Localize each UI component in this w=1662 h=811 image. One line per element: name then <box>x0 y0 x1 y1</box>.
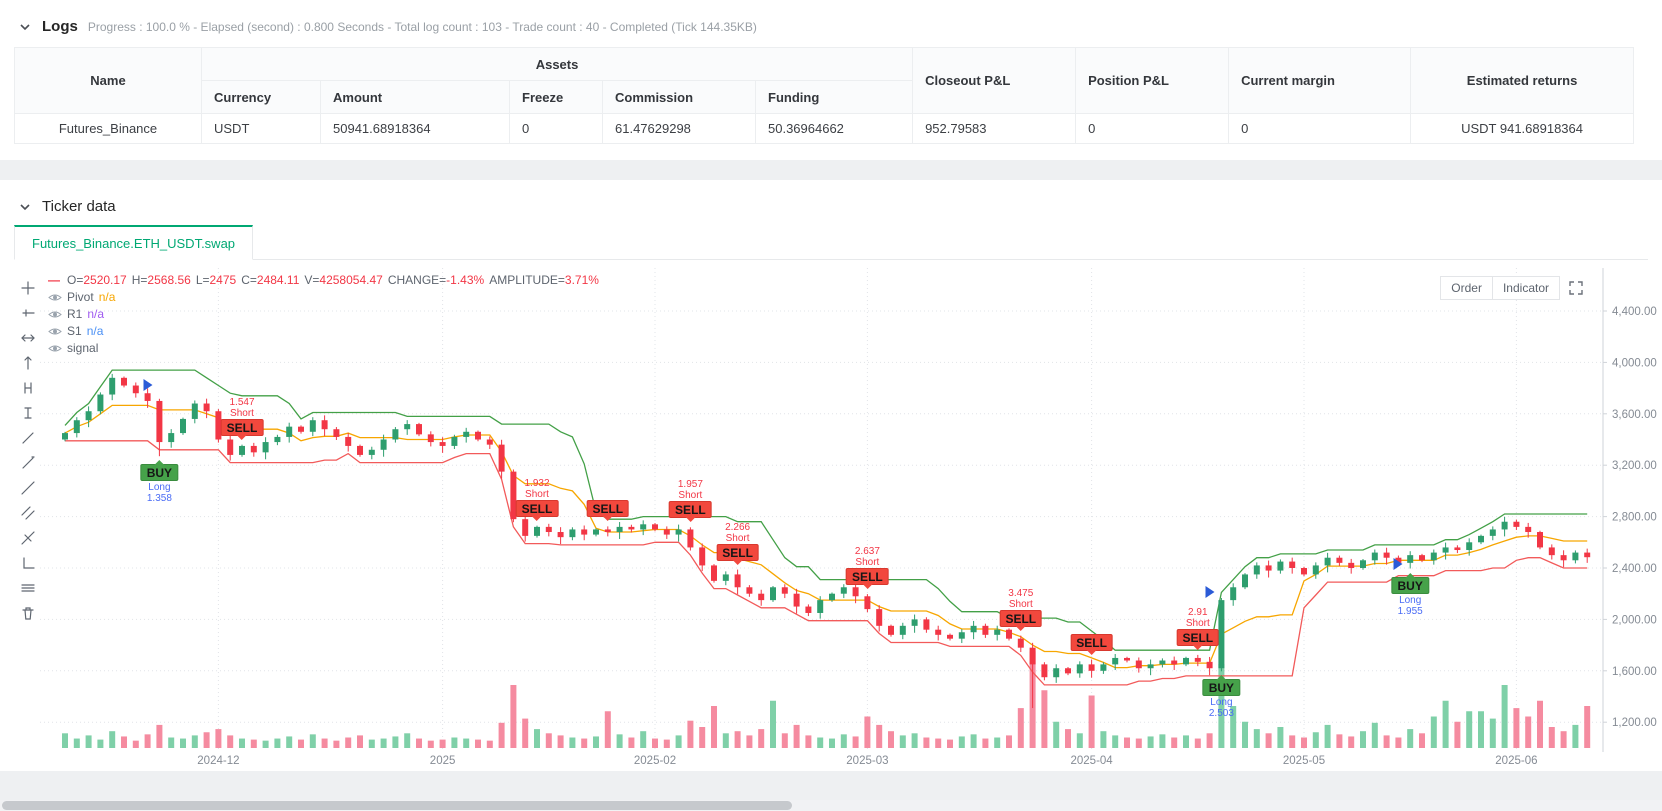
eye-icon[interactable] <box>48 326 62 337</box>
crosshair-icon[interactable] <box>20 280 36 296</box>
indicator-row-s1: S1 n/a <box>48 323 599 340</box>
signal-arrow-icon <box>143 379 153 392</box>
collapse-chevron-icon[interactable] <box>18 200 32 214</box>
series-dash-icon: — <box>48 273 60 287</box>
indicator-row-signal: signal <box>48 340 599 357</box>
eye-icon[interactable] <box>48 343 62 354</box>
delete-icon[interactable] <box>20 605 36 621</box>
interval-icon[interactable] <box>20 405 36 421</box>
cell-amount: 50941.68918364 <box>320 113 510 144</box>
date-axis-label: 2025-04 <box>1070 755 1113 767</box>
segment-icon[interactable] <box>20 430 36 446</box>
levels-icon[interactable] <box>20 580 36 596</box>
indicator-row-pivot: Pivot n/a <box>48 289 599 306</box>
cell-position: 0 <box>1075 113 1230 144</box>
col-name: Name <box>14 47 202 114</box>
date-axis-label: 2025-02 <box>634 755 676 767</box>
ohlc-row: — O=2520.17 H=2568.56 L=2475 C=2484.11 V… <box>48 273 599 287</box>
price-range-icon[interactable] <box>20 380 36 396</box>
logs-summary: Progress : 100.0 % - Elapsed (second) : … <box>87 20 757 34</box>
chart-canvas[interactable]: 4,400.00 4,000.00 3,600.00 3,200.00 2,800.00… <box>40 268 1660 768</box>
scrollbar-thumb[interactable] <box>2 801 792 810</box>
price-axis-label: 4,400.00 <box>1612 306 1657 318</box>
price-axis-label: 3,600.00 <box>1612 409 1657 421</box>
low-value: 2475 <box>209 273 237 287</box>
price-axis-label: 3,200.00 <box>1612 460 1657 472</box>
date-axis-label: 2024-12 <box>197 755 239 767</box>
price-axis-label: 1,600.00 <box>1612 666 1657 678</box>
date-axis-label: 2025-05 <box>1283 755 1325 767</box>
price-axis-label: 4,000.00 <box>1612 357 1657 369</box>
cell-freeze: 0 <box>509 113 603 144</box>
chart-buttons: Order Indicator <box>1440 276 1584 300</box>
date-axis-label: 2025-06 <box>1495 755 1537 767</box>
col-freeze: Freeze <box>509 80 603 114</box>
high-value: 2568.56 <box>147 273 191 287</box>
amplitude-value: 3.71% <box>564 273 599 287</box>
price-axis-label: 2,400.00 <box>1612 563 1657 575</box>
ticker-title: Ticker data <box>42 198 116 215</box>
indicator-button[interactable]: Indicator <box>1491 276 1560 300</box>
tab-futures-binance-eth-usdt[interactable]: Futures_Binance.ETH_USDT.swap <box>14 225 254 260</box>
close-value: 2484.11 <box>256 273 300 287</box>
logs-header: Logs Progress : 100.0 % - Elapsed (secon… <box>14 12 1648 47</box>
ticker-tab-strip: Futures_Binance.ETH_USDT.swap <box>14 225 1648 260</box>
cell-currency: USDT <box>201 113 321 144</box>
eye-icon[interactable] <box>48 309 62 320</box>
col-funding: Funding <box>754 80 914 114</box>
signal-arrow-icon <box>1393 558 1403 571</box>
arrow-range-icon[interactable] <box>20 330 36 346</box>
volume-value: 4258054.47 <box>319 273 383 287</box>
cell-commission: 61.47629298 <box>602 113 756 144</box>
price-axis-label: 2,000.00 <box>1612 614 1657 626</box>
col-assets: Assets <box>200 47 914 81</box>
horizontal-ray-icon[interactable] <box>20 305 36 321</box>
col-position: Position P&L <box>1075 47 1230 114</box>
col-closeout: Closeout P&L <box>912 47 1077 114</box>
collapse-chevron-icon[interactable] <box>18 20 32 34</box>
chart-legend: — O=2520.17 H=2568.56 L=2475 C=2484.11 V… <box>48 272 599 357</box>
trend-line-icon[interactable] <box>20 480 36 496</box>
logs-panel: Logs Progress : 100.0 % - Elapsed (secon… <box>0 0 1662 160</box>
price-axis-label: 1,200.00 <box>1612 717 1657 729</box>
vertical-line-icon[interactable] <box>20 355 36 371</box>
col-margin: Current margin <box>1228 47 1412 114</box>
eye-icon[interactable] <box>48 292 62 303</box>
chart-area: 4,400.00 4,000.00 3,600.00 3,200.00 2,800.00… <box>14 268 1657 773</box>
fullscreen-icon[interactable] <box>1568 280 1584 296</box>
logs-title: Logs <box>42 18 78 35</box>
candlestick-chart[interactable]: 4,400.00 4,000.00 3,600.00 3,200.00 2,800.00… <box>40 268 1660 768</box>
indicator-row-r1: R1 n/a <box>48 306 599 323</box>
cell-estimated: USDT 941.68918364 <box>1410 113 1635 144</box>
cell-funding: 50.36964662 <box>754 113 914 144</box>
date-axis-label: 2025 <box>430 755 456 767</box>
col-commission: Commission <box>602 80 756 114</box>
col-amount: Amount <box>320 80 510 114</box>
order-button[interactable]: Order <box>1440 276 1493 300</box>
ticker-header: Ticker data <box>14 192 1648 219</box>
ticker-panel: Ticker data Futures_Binance.ETH_USDT.swa… <box>0 180 1662 771</box>
cell-closeout: 952.79583 <box>912 113 1077 144</box>
drawing-toolbar <box>16 280 40 621</box>
horizontal-scrollbar[interactable] <box>0 800 1662 811</box>
signal-arrow-icon <box>1205 586 1215 599</box>
pitchfork-icon[interactable] <box>20 530 36 546</box>
parallel-channel-icon[interactable] <box>20 505 36 521</box>
assets-table: Name Assets Closeout P&L Position P&L Cu… <box>14 47 1635 144</box>
col-currency: Currency <box>201 80 321 114</box>
cell-margin: 0 <box>1228 113 1412 144</box>
angle-icon[interactable] <box>20 555 36 571</box>
open-value: 2520.17 <box>83 273 127 287</box>
change-value: -1.43% <box>446 273 485 287</box>
price-axis-label: 2,800.00 <box>1612 512 1657 524</box>
ray-icon[interactable] <box>20 455 36 471</box>
col-estimated: Estimated returns <box>1410 47 1635 114</box>
date-axis-label: 2025-03 <box>846 755 888 767</box>
cell-name: Futures_Binance <box>14 113 202 144</box>
table-row: Futures_Binance USDT 50941.68918364 0 61… <box>14 113 1635 144</box>
